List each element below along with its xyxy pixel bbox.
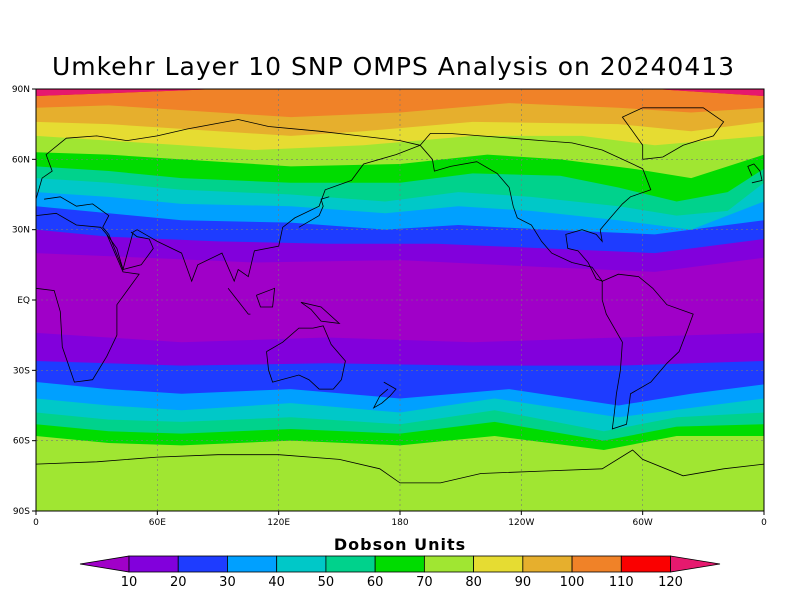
coastlines [35, 107, 765, 484]
lat-label: 30N [12, 226, 30, 236]
colorbar-label: 20 [170, 575, 187, 590]
coastline-segment [601, 273, 694, 430]
contour-band [36, 89, 764, 97]
lon-label: 180 [391, 518, 408, 528]
coastline-segment [266, 325, 346, 390]
coastline-segment [35, 212, 140, 383]
lat-label: 90S [13, 507, 30, 517]
lon-label: 0 [33, 518, 39, 528]
colorbar-swatch [571, 555, 622, 573]
lat-label: 30S [13, 366, 30, 376]
coastline-segment [747, 163, 763, 184]
lat-label: EQ [17, 296, 30, 306]
lon-label: 60E [149, 518, 166, 528]
colorbar-label: 110 [609, 575, 634, 590]
coastline-segment [372, 381, 397, 409]
colorbar-swatch [276, 555, 327, 573]
colorbar-swatch [227, 555, 278, 573]
colorbar-label: 70 [416, 575, 433, 590]
coastline-segment [227, 288, 251, 315]
colorbar: 10 20 30 40 50 60 70 80 90 100 110 120 [79, 555, 721, 590]
colorbar-label: 30 [219, 575, 236, 590]
coastline-segment [300, 301, 341, 324]
colorbar-swatch [522, 555, 573, 573]
colorbar-swatch [620, 555, 671, 573]
lat-label: 60N [12, 155, 30, 165]
contour-band [36, 89, 764, 118]
colorbar-label: 100 [560, 575, 585, 590]
grid-lines [36, 89, 764, 511]
colorbar-label: 50 [318, 575, 335, 590]
coastline-segment [256, 287, 276, 308]
lon-label: 0 [761, 518, 767, 528]
colorbar-swatch [325, 555, 376, 573]
lon-label: 60W [632, 518, 652, 528]
lon-label: 120E [267, 518, 290, 528]
coastline-segment [44, 144, 421, 283]
lat-label: 60S [13, 437, 30, 447]
colorbar-arrow-high [670, 555, 721, 573]
coastline-segment [35, 449, 765, 484]
colorbar-swatch [128, 555, 179, 573]
coastline-segment [621, 107, 725, 160]
colorbar-swatch [177, 555, 228, 573]
map-title: Umkehr Layer 10 SNP OMPS Analysis on 202… [51, 52, 736, 81]
colorbar-label: 10 [121, 575, 138, 590]
colorbar-swatch [374, 555, 425, 573]
colorbar-label: 60 [367, 575, 384, 590]
lat-label: 90N [12, 85, 30, 95]
coastline-segment [298, 196, 330, 228]
coastline-segment [35, 119, 421, 200]
coastline-segment [106, 231, 154, 270]
coastline-segment [419, 133, 652, 283]
lon-label: 120W [508, 518, 534, 528]
colorbar-label: 40 [268, 575, 285, 590]
colorbar-label: 80 [465, 575, 482, 590]
colorbar-label: 90 [515, 575, 532, 590]
colorbar-label: 120 [658, 575, 683, 590]
legend-title: Dobson Units [333, 535, 467, 554]
colorbar-swatch [423, 555, 475, 573]
colorbar-arrow-low [79, 555, 130, 573]
colorbar-swatch [473, 555, 524, 573]
